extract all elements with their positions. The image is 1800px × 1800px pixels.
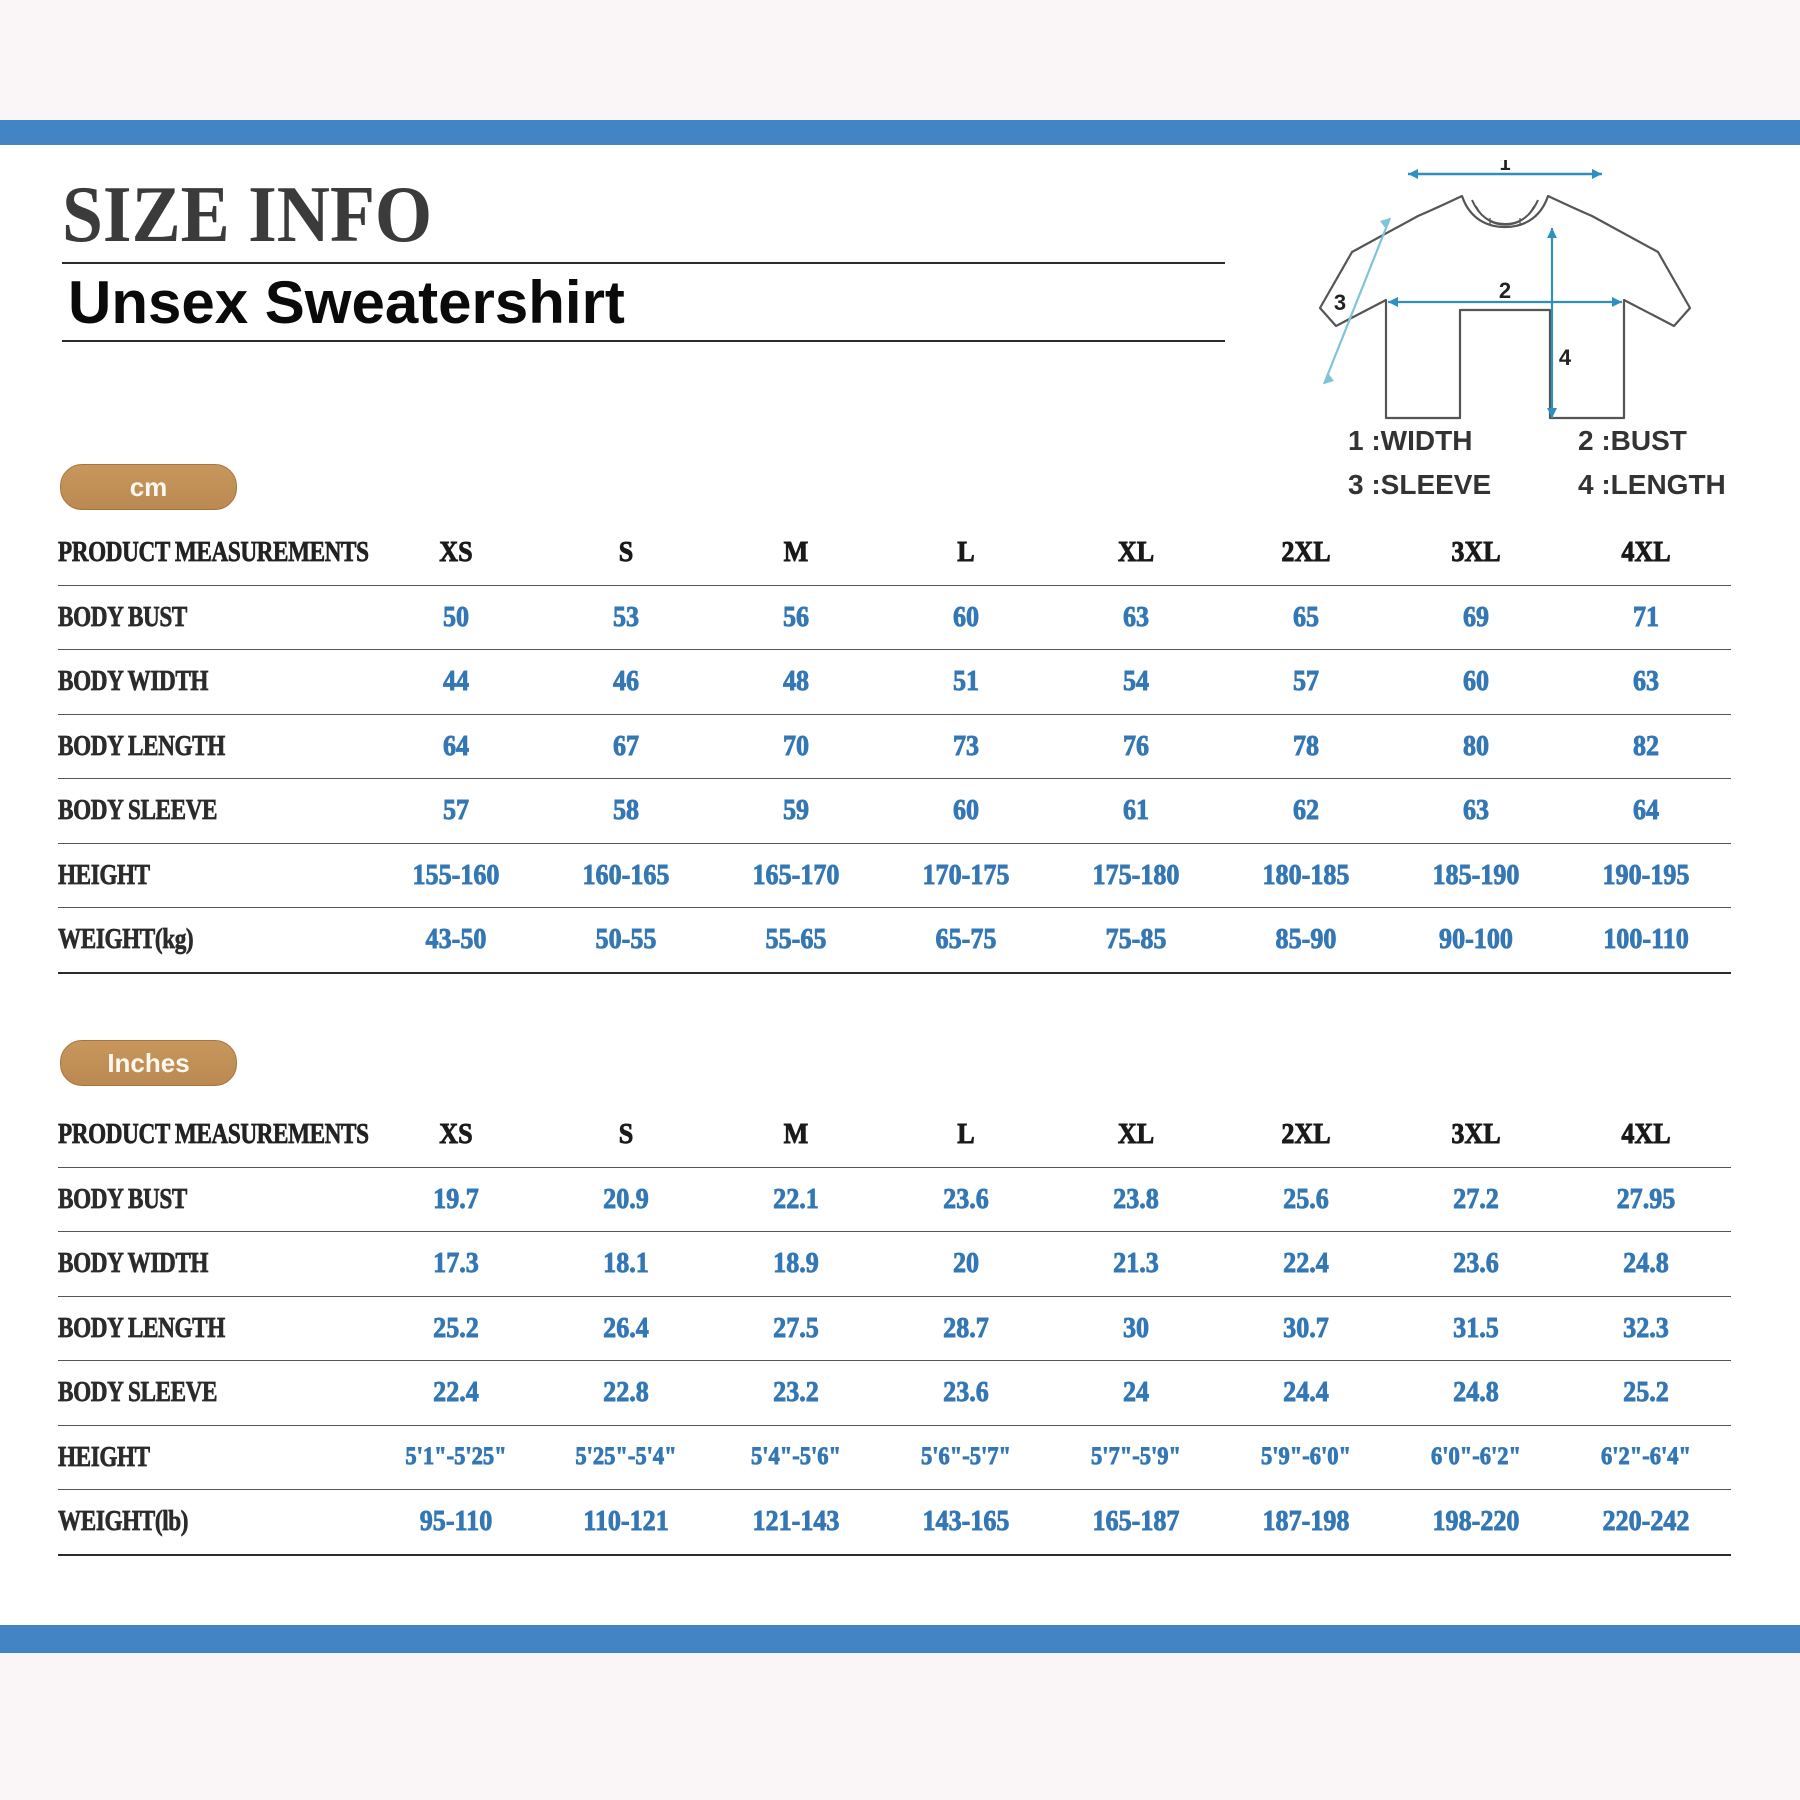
svg-text:4: 4 [1559,345,1572,370]
svg-text:1: 1 [1499,160,1510,175]
svg-text:2: 2 [1499,278,1511,303]
svg-text:3: 3 [1334,290,1346,315]
